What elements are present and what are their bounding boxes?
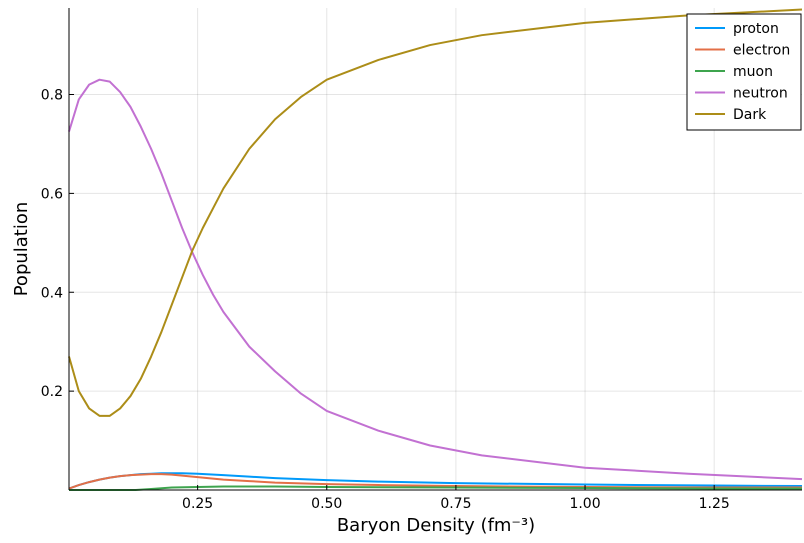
- x-tick-label: 1.00: [569, 496, 600, 512]
- axes: [68, 8, 802, 491]
- x-tick-label: 0.25: [182, 496, 213, 512]
- y-tick-label: 0.8: [41, 88, 63, 104]
- series-line-neutron: [68, 78, 803, 481]
- legend-label-proton: proton: [733, 21, 779, 37]
- y-tick-label: 0.6: [41, 186, 63, 202]
- y-tick-label: 0.2: [41, 384, 63, 400]
- grid: [69, 8, 802, 490]
- series-line-electron: [68, 473, 802, 490]
- legend-label-electron: electron: [733, 43, 790, 59]
- x-tick-label: 1.25: [699, 496, 730, 512]
- ticks: 0.25 0.50 0.75 1.00 1.25 0.2 0.4 0.6 0.8: [41, 88, 730, 512]
- y-axis-title: Population: [11, 202, 32, 297]
- legend-label-neutron: neutron: [733, 86, 788, 102]
- legend-label-dark: Dark: [733, 107, 767, 123]
- legend: proton electron muon neutron Dark: [686, 13, 802, 131]
- series-line-dark: [68, 8, 803, 417]
- x-tick-label: 0.75: [440, 496, 471, 512]
- legend-label-muon: muon: [733, 64, 773, 80]
- x-tick-label: 0.50: [311, 496, 342, 512]
- y-tick-label: 0.4: [41, 285, 63, 301]
- x-axis-title: Baryon Density (fm⁻³): [337, 515, 535, 536]
